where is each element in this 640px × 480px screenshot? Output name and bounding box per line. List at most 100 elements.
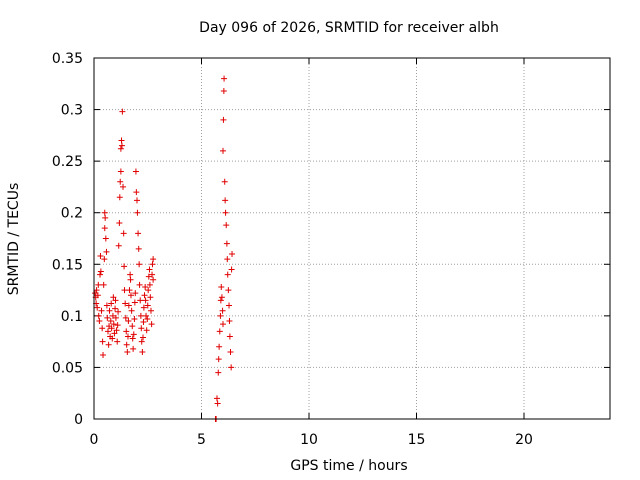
data-point [213,395,220,402]
data-point [121,263,128,270]
data-point [229,250,236,257]
data-point [146,281,153,288]
data-point [110,321,117,328]
data-point [98,307,105,314]
data-point [220,321,226,328]
data-point [129,323,136,330]
data-point [103,248,110,255]
y-axis-label: SRMTID / TECUs [6,183,22,296]
data-point [94,292,101,299]
data-point [228,266,235,273]
data-point [216,328,223,335]
data-point [127,271,134,278]
data-point [226,333,233,340]
data-point [96,318,103,325]
data-point [143,312,150,319]
data-point [149,261,156,268]
grid-lines [94,58,610,419]
data-point [104,314,111,321]
data-point [134,197,140,204]
y-tick-label: 0.15 [52,257,83,273]
x-tick-label: 20 [515,432,533,448]
data-point [93,287,100,294]
y-tick-label: 0.2 [61,206,83,222]
data-point [150,256,157,263]
data-point [99,325,106,332]
data-point [123,328,130,335]
data-point [95,281,102,288]
y-tick-label: 0.3 [61,103,83,119]
data-point [141,292,148,299]
data-point [112,297,119,304]
data-point [114,338,121,345]
data-point [106,307,113,314]
data-point [222,197,229,204]
data-point [116,220,123,227]
data-point [138,325,145,332]
data-point [101,209,108,216]
data-point [109,335,116,342]
data-point [123,341,130,348]
data-point [111,330,118,337]
x-axis-label: GPS time / hours [290,458,407,474]
data-point [139,348,146,355]
data-point [124,348,131,355]
data-point [125,302,132,309]
data-point [224,256,231,263]
y-tick-label: 0.35 [52,51,83,67]
data-point [99,338,106,345]
data-point [146,266,153,273]
x-tick-label: 15 [408,432,426,448]
data-point [132,290,139,297]
x-tick-label: 10 [300,432,318,448]
data-point [219,307,226,314]
data-point [120,230,127,237]
data-point [140,304,147,311]
y-tick-label: 0.25 [52,154,83,170]
data-point [119,108,126,115]
data-point [117,168,124,175]
data-point [101,225,108,232]
data-point [117,178,124,185]
data-point [214,400,221,407]
data-point [144,315,151,322]
data-points [92,75,236,422]
data-point [97,253,104,260]
data-point [108,300,115,307]
data-point [127,292,134,299]
data-point [130,331,137,338]
data-point [120,183,127,190]
data-point [122,314,129,321]
data-point [97,271,104,278]
data-point [105,341,112,348]
data-point [100,281,107,288]
data-point [227,348,234,355]
data-point [144,302,151,309]
data-point [143,327,150,334]
data-point [117,145,124,152]
data-point [226,318,233,325]
data-point [145,273,152,280]
data-point [223,240,230,247]
y-tick-label: 0.1 [61,309,83,325]
data-point [131,299,138,306]
data-point [218,283,225,290]
data-point [225,287,232,294]
data-point [128,307,135,314]
data-point [221,178,228,185]
data-point [142,283,149,290]
data-point [107,318,114,325]
data-point [100,352,107,359]
data-point [110,294,117,301]
data-point [137,297,144,304]
data-point [113,327,120,334]
data-point [150,276,157,283]
data-point [118,137,125,144]
data-point [148,321,155,328]
data-point [95,312,102,319]
data-point [223,222,230,229]
data-point [138,338,145,345]
data-point [218,294,225,301]
data-point [133,189,140,196]
